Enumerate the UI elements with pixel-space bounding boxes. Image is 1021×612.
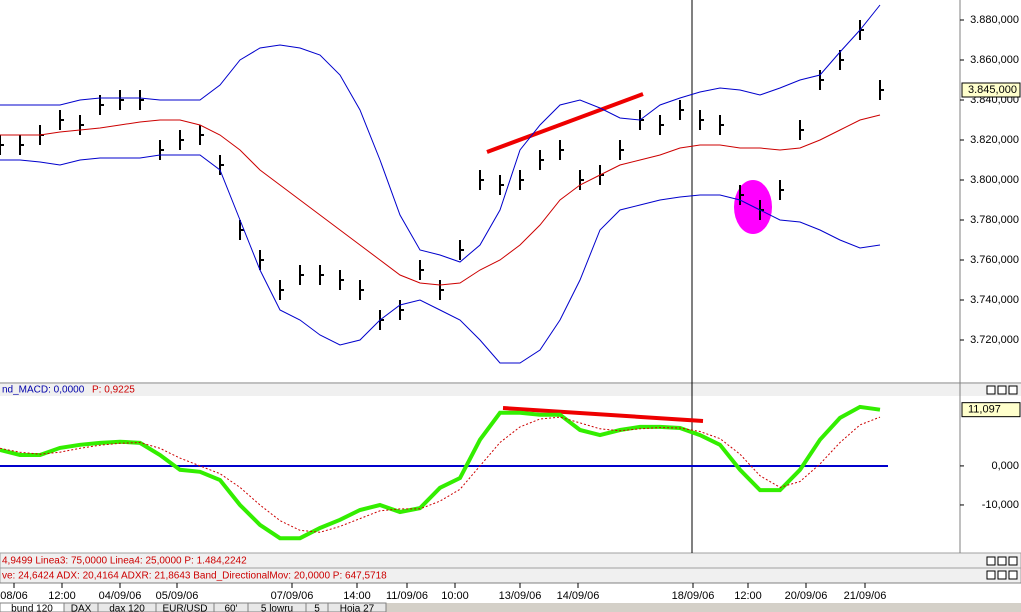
price-bar xyxy=(479,170,484,190)
series-line xyxy=(0,154,881,364)
price-bar xyxy=(119,90,124,110)
price-bar xyxy=(659,115,664,135)
price-bar xyxy=(59,110,64,130)
price-bar xyxy=(819,70,824,90)
panel-buttons[interactable] xyxy=(986,385,1018,580)
sheet-tab-label: bund 120 xyxy=(11,604,53,612)
x-tick-label: 14/09/06 xyxy=(557,590,600,602)
y-tick-label: 3.800,000 xyxy=(970,174,1019,186)
price-bar xyxy=(279,280,284,300)
x-tick-label: 13/09/06 xyxy=(499,590,542,602)
last-value-box xyxy=(961,402,1021,418)
price-bar xyxy=(339,270,344,290)
price-bar xyxy=(359,280,364,300)
y-tick-label: 3.760,000 xyxy=(970,254,1019,266)
price-bar xyxy=(679,100,684,120)
last-value-label: 3.845,000 xyxy=(968,84,1017,96)
price-bar xyxy=(839,50,844,70)
x-tick-label: 12:00 xyxy=(734,590,762,602)
price-bar xyxy=(79,115,84,135)
price-bar xyxy=(259,250,264,270)
panel-header xyxy=(0,384,1021,396)
x-tick-label: 05/09/06 xyxy=(156,590,199,602)
trend-annotation xyxy=(486,92,644,154)
price-bar xyxy=(779,180,784,200)
price-bar xyxy=(619,140,624,160)
price-bar xyxy=(739,185,744,205)
sheet-tab[interactable] xyxy=(327,602,387,612)
y-tick-label: 3.720,000 xyxy=(970,334,1019,346)
y-tick-label: 3.740,000 xyxy=(970,294,1019,306)
price-bar xyxy=(219,155,224,175)
strip-text: 4,9499 Linea3: 75,0000 Linea4: 25,0000 P… xyxy=(2,556,247,567)
price-bar xyxy=(719,115,724,135)
series-line xyxy=(0,4,881,263)
sheet-tab-label: dax 120 xyxy=(109,604,145,612)
x-tick-label: 14:00 xyxy=(343,590,371,602)
series-line xyxy=(0,114,881,286)
price-bar xyxy=(19,135,24,155)
price-bar xyxy=(499,175,504,195)
price-bar xyxy=(539,150,544,170)
price-bar xyxy=(139,90,144,110)
y-tick-label: 3.880,000 xyxy=(970,14,1019,26)
x-tick-label: 21/09/06 xyxy=(844,590,887,602)
price-bar xyxy=(799,120,804,140)
sheet-tab-label: 5 xyxy=(314,604,320,612)
sheet-tab-label: 5 lowru xyxy=(261,604,293,612)
price-bar xyxy=(579,170,584,190)
y-tick-label: 3.860,000 xyxy=(970,54,1019,66)
price-bar xyxy=(319,265,324,285)
trend-annotation xyxy=(502,406,704,423)
x-tick-label: 11/09/06 xyxy=(386,590,428,602)
price-bar xyxy=(179,130,184,150)
sheet-tab-label: EUR/USD xyxy=(162,604,207,612)
price-bar xyxy=(519,170,524,190)
strip-text: ve: 24,6424 ADX: 20,4164 ADXR: 21,8643 B… xyxy=(2,571,387,582)
price-bar xyxy=(159,140,164,160)
price-bar xyxy=(239,220,244,240)
x-tick-label: 18/09/06 xyxy=(672,590,715,602)
x-tick-label: 12:00 xyxy=(48,590,76,602)
price-bar xyxy=(419,260,424,280)
price-bar xyxy=(439,280,444,300)
sheet-tab-label: DAX xyxy=(71,604,92,612)
x-tick-label: 20/09/06 xyxy=(785,590,828,602)
price-bar xyxy=(699,110,704,130)
last-value-box xyxy=(961,82,1021,98)
panel-title: nd_MACD: 0,0000 xyxy=(2,385,85,396)
price-bar xyxy=(299,265,304,285)
last-value-label: 11,097 xyxy=(968,404,1001,416)
x-tick-label: 08/06 xyxy=(0,590,28,602)
price-bar xyxy=(399,300,404,320)
y-tick-label: 3.820,000 xyxy=(970,134,1019,146)
price-bar xyxy=(199,125,204,145)
tab-bar xyxy=(0,603,1021,612)
x-axis-area xyxy=(0,583,1021,603)
sheet-tab-label: Hoja 27 xyxy=(340,604,375,612)
price-bar xyxy=(0,135,4,155)
price-bar xyxy=(879,80,884,100)
y-tick-label: 3.780,000 xyxy=(970,214,1019,226)
series-line xyxy=(0,404,881,541)
x-tick-label: 10:00 xyxy=(441,590,469,602)
y-tick-label: 0,000 xyxy=(991,460,1019,472)
x-tick-label: 04/09/06 xyxy=(99,590,142,602)
series-line xyxy=(0,416,881,533)
price-bar xyxy=(459,240,464,260)
sheet-tab-label: 60' xyxy=(224,604,237,612)
x-tick-label: 07/09/06 xyxy=(271,590,314,602)
panel-subtitle: P: 0,9225 xyxy=(92,385,135,396)
y-tick-label: -10,000 xyxy=(982,499,1019,511)
price-bar xyxy=(559,140,564,160)
